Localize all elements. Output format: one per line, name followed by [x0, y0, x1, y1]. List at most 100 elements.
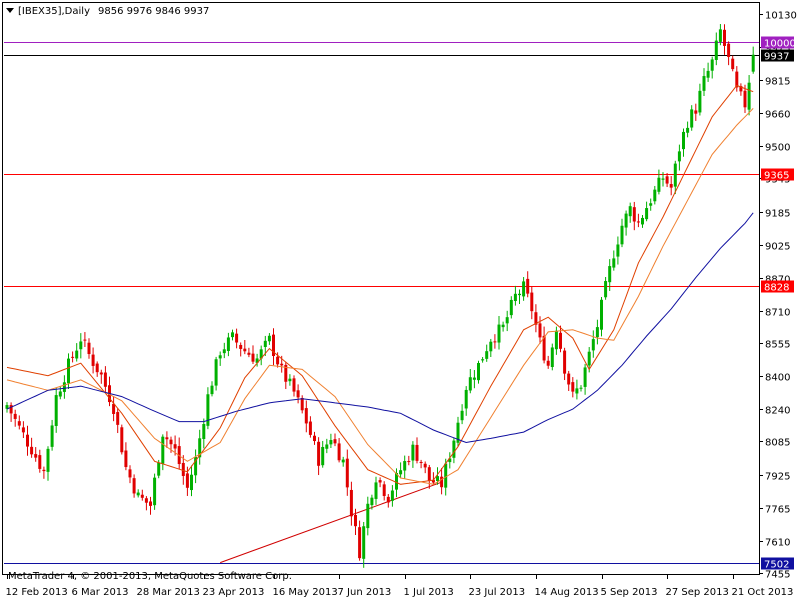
- candle: [718, 24, 722, 46]
- candle: [231, 329, 234, 341]
- candle: [448, 452, 452, 469]
- candle-body: [185, 473, 189, 488]
- candle-body: [136, 492, 140, 496]
- level-label-bg-8828: [761, 280, 794, 293]
- candle-body: [423, 463, 427, 468]
- candle-body: [431, 479, 435, 483]
- candle-body: [91, 354, 95, 366]
- candle-body: [448, 458, 452, 463]
- dropdown-arrow-icon[interactable]: [6, 8, 14, 13]
- sma-mid-line: [6, 108, 754, 485]
- candle-body: [366, 503, 370, 529]
- candle-body: [620, 225, 624, 245]
- candle: [42, 466, 46, 479]
- candle: [645, 201, 649, 222]
- candle-body: [628, 206, 632, 217]
- x-tick-label: 28 Mar 2013: [137, 587, 200, 598]
- candle: [407, 455, 411, 466]
- candle-body: [354, 514, 357, 527]
- candle: [50, 419, 54, 451]
- candle-body: [251, 353, 255, 362]
- candle: [272, 328, 275, 366]
- candle-body: [358, 527, 362, 559]
- candle-body: [386, 496, 390, 503]
- candle: [210, 381, 214, 397]
- candle: [415, 437, 419, 464]
- candle: [345, 449, 349, 496]
- candle: [591, 330, 595, 358]
- candle: [542, 326, 546, 364]
- candle: [669, 176, 673, 196]
- candle-body: [190, 474, 193, 491]
- candle: [526, 271, 530, 298]
- candle-body: [276, 356, 280, 365]
- candle: [628, 202, 632, 223]
- candle-body: [444, 463, 448, 488]
- candle-body: [239, 344, 243, 349]
- candle: [694, 103, 698, 121]
- candle: [99, 369, 103, 384]
- candle-body: [128, 469, 132, 478]
- x-tick-label: 7 Jun 2013: [338, 587, 392, 598]
- candle: [194, 449, 198, 484]
- candle-body: [403, 461, 407, 471]
- level-label-bg-10000: [761, 36, 794, 49]
- x-tick-label: 23 Apr 2013: [203, 587, 265, 598]
- candle: [464, 386, 468, 416]
- x-tick-label: 5 Sep 2013: [601, 587, 658, 598]
- candle-body: [58, 391, 62, 397]
- candle-body: [456, 422, 460, 443]
- candle-body: [67, 358, 70, 384]
- candle-body: [255, 358, 259, 363]
- candle-body: [751, 54, 755, 72]
- candle-body: [337, 443, 341, 461]
- candle-body: [641, 217, 644, 225]
- candle-body: [706, 70, 710, 78]
- candle-body: [702, 76, 706, 91]
- candle-body: [583, 367, 587, 387]
- candle: [481, 357, 485, 363]
- candle-body: [739, 86, 743, 92]
- candle: [83, 332, 87, 347]
- candle: [255, 353, 259, 367]
- y-tick-label: 8555: [765, 340, 790, 351]
- candle: [571, 377, 575, 398]
- candle: [5, 402, 9, 413]
- candle: [595, 319, 599, 345]
- candle-body: [600, 299, 603, 330]
- candle-body: [226, 337, 230, 351]
- candle-body: [280, 363, 284, 366]
- candle: [661, 172, 665, 187]
- candle-body: [5, 405, 9, 409]
- candle: [743, 84, 747, 113]
- candle: [477, 360, 480, 384]
- candle-body: [329, 440, 333, 445]
- candle: [337, 437, 341, 463]
- candle: [698, 83, 702, 116]
- candle-body: [144, 498, 148, 503]
- candle: [604, 277, 608, 300]
- candle-body: [382, 484, 386, 496]
- candle: [304, 400, 308, 433]
- candle: [735, 66, 739, 92]
- candle: [702, 68, 706, 96]
- candle-body: [575, 388, 579, 394]
- candle-body: [657, 177, 661, 192]
- candle: [226, 332, 230, 357]
- candle: [95, 361, 99, 377]
- candle-body: [296, 390, 300, 398]
- candle: [214, 356, 218, 391]
- horizontal-levels: [4, 42, 759, 564]
- candle-body: [694, 110, 698, 114]
- candle-body: [468, 377, 472, 391]
- candle-body: [321, 446, 325, 466]
- candle-body: [747, 82, 751, 110]
- candle: [120, 424, 124, 455]
- candle: [181, 455, 185, 485]
- candle-body: [501, 324, 505, 328]
- candle-body: [46, 448, 50, 472]
- candle-body: [390, 490, 394, 501]
- candle-body: [567, 373, 571, 385]
